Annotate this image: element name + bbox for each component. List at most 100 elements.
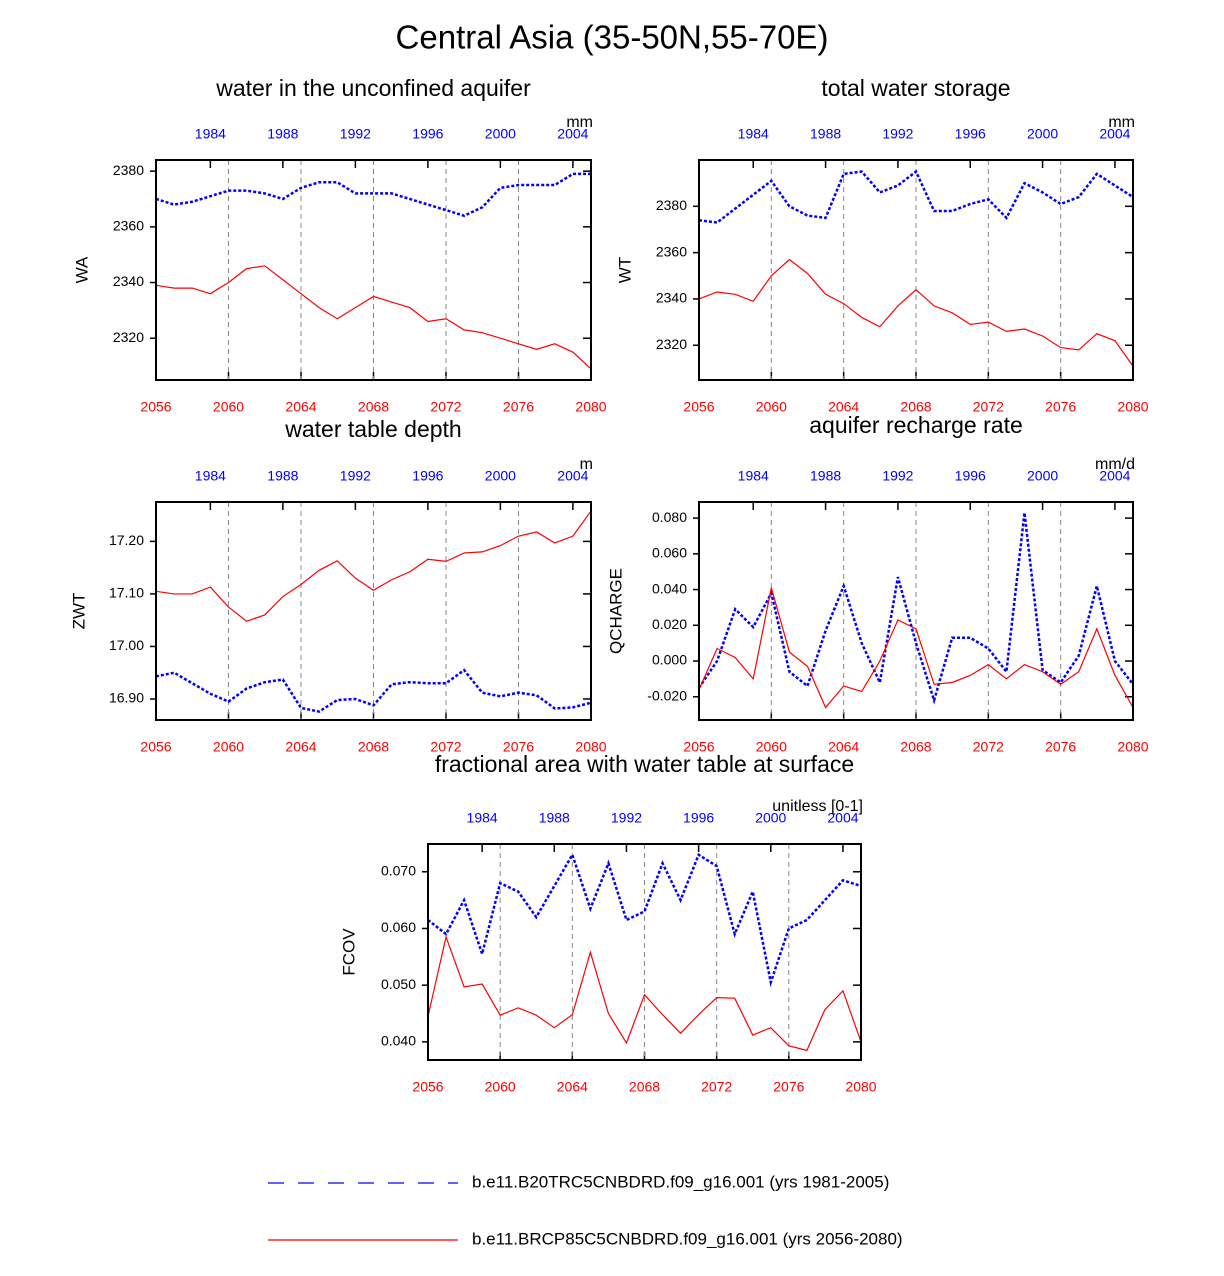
x-tick-label: 2064 (828, 399, 859, 415)
x-tick-label: 2068 (358, 399, 389, 415)
y-tick-label: 0.060 (652, 545, 687, 561)
x2-tick-label: 1988 (267, 468, 298, 484)
x-tick-label: 2072 (701, 1079, 732, 1095)
x-tick-label: 2076 (1045, 739, 1076, 755)
x-tick-label: 2080 (575, 739, 606, 755)
y-tick-label: 2340 (656, 290, 687, 306)
x2-tick-label: 2000 (755, 810, 786, 826)
panel-title: total water storage (821, 75, 1010, 101)
y-tick-label: -0.020 (647, 687, 687, 703)
x-tick-label: 2060 (213, 399, 244, 415)
x-tick-label: 2068 (900, 399, 931, 415)
x2-tick-label: 1992 (611, 810, 642, 826)
units-label: mm (566, 114, 593, 131)
x-tick-label: 2076 (503, 739, 534, 755)
series-line (698, 169, 1134, 224)
x2-tick-label: 1996 (955, 126, 986, 142)
panel-title: aquifer recharge rate (809, 412, 1023, 438)
y-tick-label: 2320 (656, 336, 687, 352)
y-tick-label: 17.10 (109, 585, 144, 601)
y-axis-label: FCOV (339, 928, 358, 976)
plot-frame (155, 501, 592, 721)
plot-frame (427, 843, 862, 1061)
y-axis-label: WT (615, 257, 634, 283)
x-tick-label: 2080 (575, 399, 606, 415)
x-tick-label: 2076 (773, 1079, 804, 1095)
plot-frame (698, 159, 1134, 381)
units-label: unitless [0-1] (772, 798, 863, 815)
legend-label: b.e11.BRCP85C5CNBDRD.f09_g16.001 (yrs 20… (472, 1229, 903, 1248)
x-tick-label: 2072 (973, 399, 1004, 415)
y-tick-label: 16.90 (109, 690, 144, 706)
x-tick-label: 2064 (828, 739, 859, 755)
x-tick-label: 2068 (358, 739, 389, 755)
x-tick-label: 2060 (213, 739, 244, 755)
series-line (155, 668, 592, 713)
x2-tick-label: 2000 (1027, 126, 1058, 142)
x-tick-label: 2060 (756, 399, 787, 415)
x-tick-label: 2080 (845, 1079, 876, 1095)
panel-title: water in the unconfined aquifer (215, 75, 531, 101)
x-tick-label: 2056 (140, 399, 171, 415)
y-tick-label: 0.020 (652, 616, 687, 632)
x2-tick-label: 1988 (539, 810, 570, 826)
x2-tick-label: 1992 (340, 126, 371, 142)
x-tick-label: 2064 (557, 1079, 588, 1095)
x2-tick-label: 2004 (557, 468, 588, 484)
x-tick-label: 2068 (900, 739, 931, 755)
y-tick-label: 0.040 (381, 1033, 416, 1049)
legend-label: b.e11.B20TRC5CNBDRD.f09_g16.001 (yrs 198… (472, 1172, 889, 1191)
x-tick-label: 2072 (973, 739, 1004, 755)
series-line (427, 934, 862, 1052)
x-tick-label: 2076 (503, 399, 534, 415)
x2-tick-label: 1984 (195, 468, 226, 484)
x-tick-label: 2072 (430, 739, 461, 755)
x-tick-label: 2056 (683, 399, 714, 415)
x2-tick-label: 1992 (882, 468, 913, 484)
y-axis-label: WA (72, 256, 91, 283)
series-line (698, 258, 1134, 367)
units-label: m (580, 456, 593, 473)
series-line (698, 587, 1134, 709)
y-tick-label: 0.060 (381, 919, 416, 935)
y-tick-label: 2380 (113, 162, 144, 178)
series-line (427, 851, 862, 988)
x-tick-label: 2056 (412, 1079, 443, 1095)
x-tick-label: 2064 (285, 399, 316, 415)
x2-tick-label: 1984 (738, 126, 769, 142)
y-axis-label: ZWT (69, 593, 88, 630)
x2-tick-label: 1984 (738, 468, 769, 484)
y-tick-label: 17.20 (109, 532, 144, 548)
x-tick-label: 2064 (285, 739, 316, 755)
x2-tick-label: 2000 (485, 468, 516, 484)
x2-tick-label: 2004 (557, 126, 588, 142)
y-tick-label: 0.080 (652, 509, 687, 525)
y-tick-label: 0.000 (652, 652, 687, 668)
y-tick-label: 0.040 (652, 580, 687, 596)
x2-tick-label: 1988 (810, 468, 841, 484)
x2-tick-label: 1988 (267, 126, 298, 142)
y-tick-label: 2360 (113, 218, 144, 234)
x-tick-label: 2060 (756, 739, 787, 755)
plot-frame (698, 501, 1134, 721)
units-label: mm (1108, 114, 1135, 131)
y-tick-label: 2360 (656, 243, 687, 259)
x2-tick-label: 1996 (955, 468, 986, 484)
x-tick-label: 2068 (629, 1079, 660, 1095)
plot-frame (155, 159, 592, 381)
x2-tick-label: 1992 (340, 468, 371, 484)
x-tick-label: 2080 (1117, 399, 1148, 415)
units-label: mm/d (1095, 456, 1135, 473)
x2-tick-label: 1992 (882, 126, 913, 142)
x2-tick-label: 1996 (683, 810, 714, 826)
x-tick-label: 2080 (1117, 739, 1148, 755)
y-tick-label: 17.00 (109, 637, 144, 653)
x2-tick-label: 2004 (827, 810, 858, 826)
x-tick-label: 2060 (485, 1079, 516, 1095)
x2-tick-label: 2004 (1099, 126, 1130, 142)
panel-title: fractional area with water table at surf… (435, 751, 854, 777)
figure-title: Central Asia (35-50N,55-70E) (396, 19, 829, 56)
y-axis-label: QCHARGE (606, 568, 625, 654)
y-tick-label: 2380 (656, 197, 687, 213)
y-tick-label: 0.050 (381, 976, 416, 992)
